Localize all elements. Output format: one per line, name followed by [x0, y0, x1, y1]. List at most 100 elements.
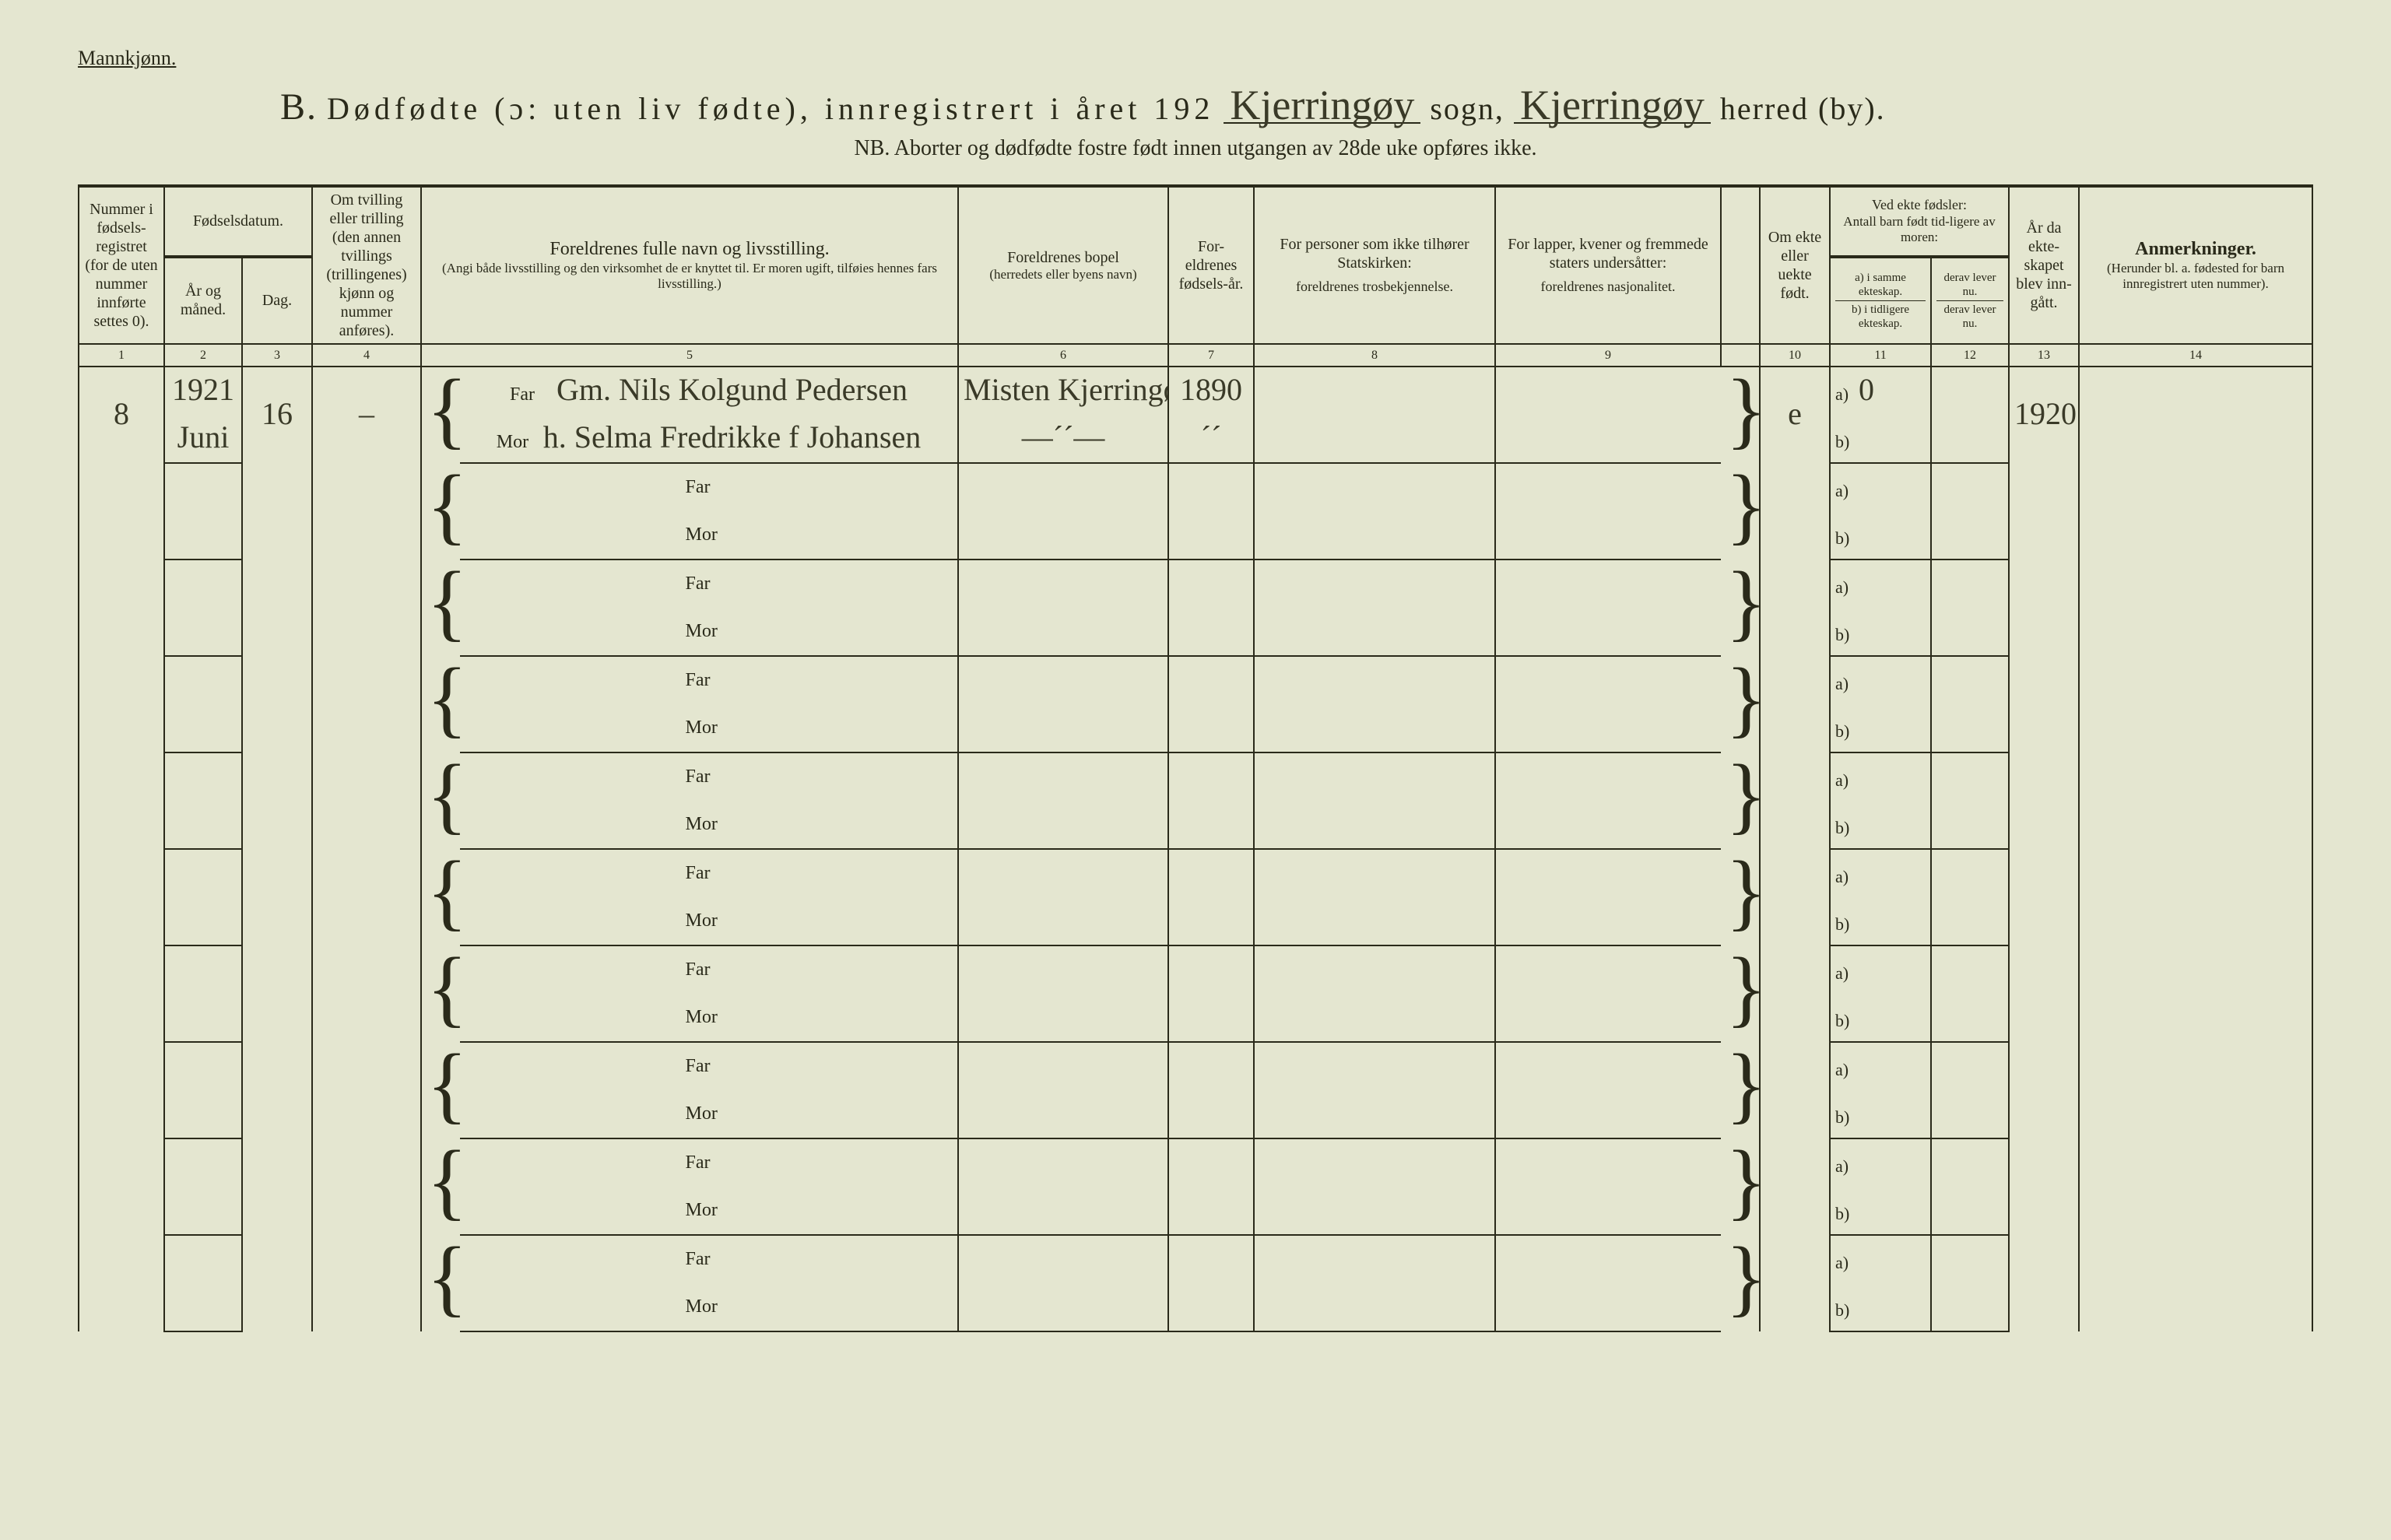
- cell-tros-far: [1254, 752, 1495, 801]
- cell-12b: [1931, 1283, 2009, 1331]
- cell-far: Far: [460, 849, 958, 897]
- cell-twin: [312, 560, 421, 656]
- cell-far: Far: [460, 1138, 958, 1187]
- cell-brace-r: }: [1721, 849, 1760, 945]
- colnum-2: 2: [164, 344, 242, 367]
- cell-mor: Mor: [460, 801, 958, 849]
- cell-14: [2079, 367, 2312, 463]
- cell-faar-mor: [1168, 801, 1254, 849]
- cell-nasj-far: [1495, 367, 1721, 415]
- cell-11b: b): [1830, 1090, 1931, 1138]
- cell-bopel-far: Misten Kjerringøy: [958, 367, 1168, 415]
- col-header-4: Om tvilling eller trilling (den annen tv…: [312, 186, 421, 344]
- title-b: B.: [280, 86, 318, 128]
- cell-day: [242, 656, 312, 752]
- herred-word: herred (by).: [1720, 91, 1886, 126]
- cell-14: [2079, 656, 2312, 752]
- colnum-5: 5: [421, 344, 958, 367]
- colnum-6: 6: [958, 344, 1168, 367]
- cell-year: 1921: [164, 367, 242, 415]
- cell-month: [164, 1187, 242, 1235]
- cell-month: [164, 704, 242, 752]
- cell-13: 1920: [2009, 367, 2079, 463]
- colnum-13: 13: [2009, 344, 2079, 367]
- cell-tros-mor: [1254, 415, 1495, 463]
- cell-twin: [312, 656, 421, 752]
- cell-tros-mor: [1254, 897, 1495, 945]
- cell-tros-mor: [1254, 1187, 1495, 1235]
- cell-num: [79, 656, 164, 752]
- cell-mor: Morh. Selma Fredrikke f Johansen: [460, 415, 958, 463]
- cell-month: Juni: [164, 415, 242, 463]
- cell-11b: b): [1830, 1283, 1931, 1331]
- table-row: {Far}a): [79, 849, 2312, 897]
- cell-tros-mor: [1254, 994, 1495, 1042]
- cell-tros-mor: [1254, 704, 1495, 752]
- cell-faar-mor: ´´: [1168, 415, 1254, 463]
- table-row: {Far}a): [79, 463, 2312, 511]
- col6-sub: (herredets eller byens navn): [964, 267, 1163, 282]
- cell-faar-mor: [1168, 1187, 1254, 1235]
- colnum-9: 9: [1495, 344, 1721, 367]
- cell-year: [164, 1042, 242, 1090]
- cell-bopel-mor: [958, 511, 1168, 560]
- cell-tros-mor: [1254, 1283, 1495, 1331]
- cell-bopel-mor: [958, 1090, 1168, 1138]
- cell-13: [2009, 945, 2079, 1042]
- cell-brace-r: }: [1721, 1042, 1760, 1138]
- cell-bopel-mor: [958, 608, 1168, 656]
- cell-nasj-mor: [1495, 1187, 1721, 1235]
- cell-brace-r: }: [1721, 367, 1760, 463]
- cell-mor: Mor: [460, 994, 958, 1042]
- cell-num: [79, 1235, 164, 1331]
- cell-brace-l: {: [421, 1235, 460, 1331]
- cell-faar-far: [1168, 656, 1254, 704]
- cell-bopel-mor: [958, 1187, 1168, 1235]
- cell-faar-far: [1168, 1235, 1254, 1283]
- cell-13: [2009, 1042, 2079, 1138]
- cell-day: [242, 849, 312, 945]
- cell-11a: a): [1830, 463, 1931, 511]
- cell-bopel-mor: —´´—: [958, 415, 1168, 463]
- cell-nasj-far: [1495, 945, 1721, 994]
- cell-brace-l: {: [421, 1042, 460, 1138]
- cell-bopel-far: [958, 1042, 1168, 1090]
- cell-11a: a): [1830, 752, 1931, 801]
- table-row: 8192116–{FarGm. Nils Kolgund PedersenMis…: [79, 367, 2312, 415]
- cell-nasj-far: [1495, 1235, 1721, 1283]
- cell-brace-r: }: [1721, 656, 1760, 752]
- cell-year: [164, 945, 242, 994]
- cell-ekte: [1760, 560, 1830, 656]
- col-header-13: År da ekte-skapet blev inn-gått.: [2009, 186, 2079, 344]
- colnum-7: 7: [1168, 344, 1254, 367]
- col-header-5: Foreldrenes fulle navn og livsstilling. …: [421, 186, 958, 344]
- cell-nasj-mor: [1495, 897, 1721, 945]
- cell-num: [79, 945, 164, 1042]
- cell-far: Far: [460, 1235, 958, 1283]
- cell-nasj-far: [1495, 560, 1721, 608]
- cell-tros-far: [1254, 463, 1495, 511]
- cell-13: [2009, 752, 2079, 849]
- cell-12b: [1931, 801, 2009, 849]
- cell-brace-l: {: [421, 560, 460, 656]
- cell-faar-mor: [1168, 511, 1254, 560]
- table-row: {Far}a): [79, 1138, 2312, 1187]
- title-line: B. Dødfødte (ɔ: uten liv fødte), innregi…: [78, 86, 2313, 128]
- colnum-4: 4: [312, 344, 421, 367]
- cell-12a: [1931, 367, 2009, 415]
- colnum-10: 10: [1760, 344, 1830, 367]
- cell-num: 8: [79, 367, 164, 463]
- col11-a: a) i samme ekteskap.: [1835, 269, 1926, 301]
- col11-mid: Antall barn født tid-ligere av moren:: [1835, 214, 2003, 246]
- cell-12a: [1931, 1042, 2009, 1090]
- table-row: {Far}a): [79, 752, 2312, 801]
- cell-12b: [1931, 1090, 2009, 1138]
- cell-12a: [1931, 1235, 2009, 1283]
- col12-b: derav lever nu.: [1936, 301, 2003, 332]
- cell-day: 16: [242, 367, 312, 463]
- cell-brace-l: {: [421, 463, 460, 560]
- cell-12b: [1931, 897, 2009, 945]
- col6-title: Foreldrenes bopel: [964, 248, 1163, 267]
- cell-bopel-far: [958, 1138, 1168, 1187]
- cell-13: [2009, 849, 2079, 945]
